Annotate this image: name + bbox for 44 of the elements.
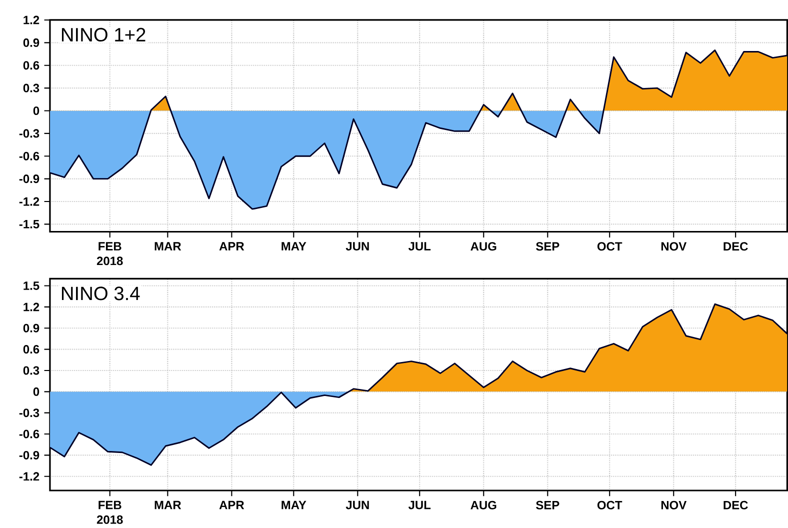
y-tick-label: 0.9 (23, 324, 40, 332)
chart-title: NINO 1+2 (62, 28, 146, 42)
y-tick-label: -1.2 (19, 197, 40, 206)
y-tick-label: 0.6 (23, 60, 40, 70)
chart-title: NINO 3.4 (62, 286, 140, 300)
x-tick-label: APR (219, 500, 244, 509)
x-tick-label: OCT (597, 242, 622, 250)
y-tick-label: -0.3 (19, 128, 40, 138)
x-tick-label: JUN (346, 500, 369, 510)
y-tick-label: 0.6 (23, 344, 40, 354)
y-tick-label: -0.9 (19, 450, 40, 460)
y-tick-label: 0.3 (23, 84, 40, 92)
y-tick-label: -0.6 (19, 430, 40, 438)
y-tick-label: -1.5 (19, 220, 40, 228)
x-tick-label: JUN (346, 242, 369, 250)
x-tick-label: NOV (661, 500, 687, 510)
x-tick-label: AUG (470, 242, 496, 250)
x-tick-label: MAY (282, 500, 306, 509)
y-tick-label: 0 (33, 106, 40, 115)
x-tick-label: FEB 2018 (96, 500, 123, 524)
y-tick-label: 1.2 (24, 302, 40, 311)
y-tick-label: -0.3 (19, 408, 40, 417)
x-tick-label: MAR (154, 242, 182, 250)
y-tick-label: 1.5 (24, 281, 40, 290)
y-tick-label: 0.9 (23, 38, 40, 47)
x-tick-label: AUG (470, 500, 496, 510)
x-tick-label: MAY (282, 242, 306, 250)
y-tick-label: 1.2 (24, 16, 40, 24)
y-tick-label: -0.9 (19, 174, 40, 183)
y-tick-label: 0.3 (23, 366, 40, 375)
x-tick-label: JUL (408, 242, 431, 250)
x-tick-label: MAR (154, 500, 182, 509)
x-tick-label: FEB 2018 (96, 242, 123, 265)
y-tick-label: -0.6 (19, 152, 40, 160)
x-tick-label: DEC (724, 500, 748, 510)
x-tick-label: JUL (408, 500, 431, 510)
y-tick-label: 0 (33, 387, 40, 396)
x-tick-label: NOV (661, 242, 687, 250)
x-tick-label: SEP (536, 500, 560, 510)
x-tick-label: DEC (724, 242, 748, 250)
y-tick-label: -1.2 (19, 472, 40, 480)
x-tick-label: APR (219, 242, 244, 250)
x-tick-label: OCT (597, 500, 622, 510)
x-tick-label: SEP (536, 242, 560, 250)
